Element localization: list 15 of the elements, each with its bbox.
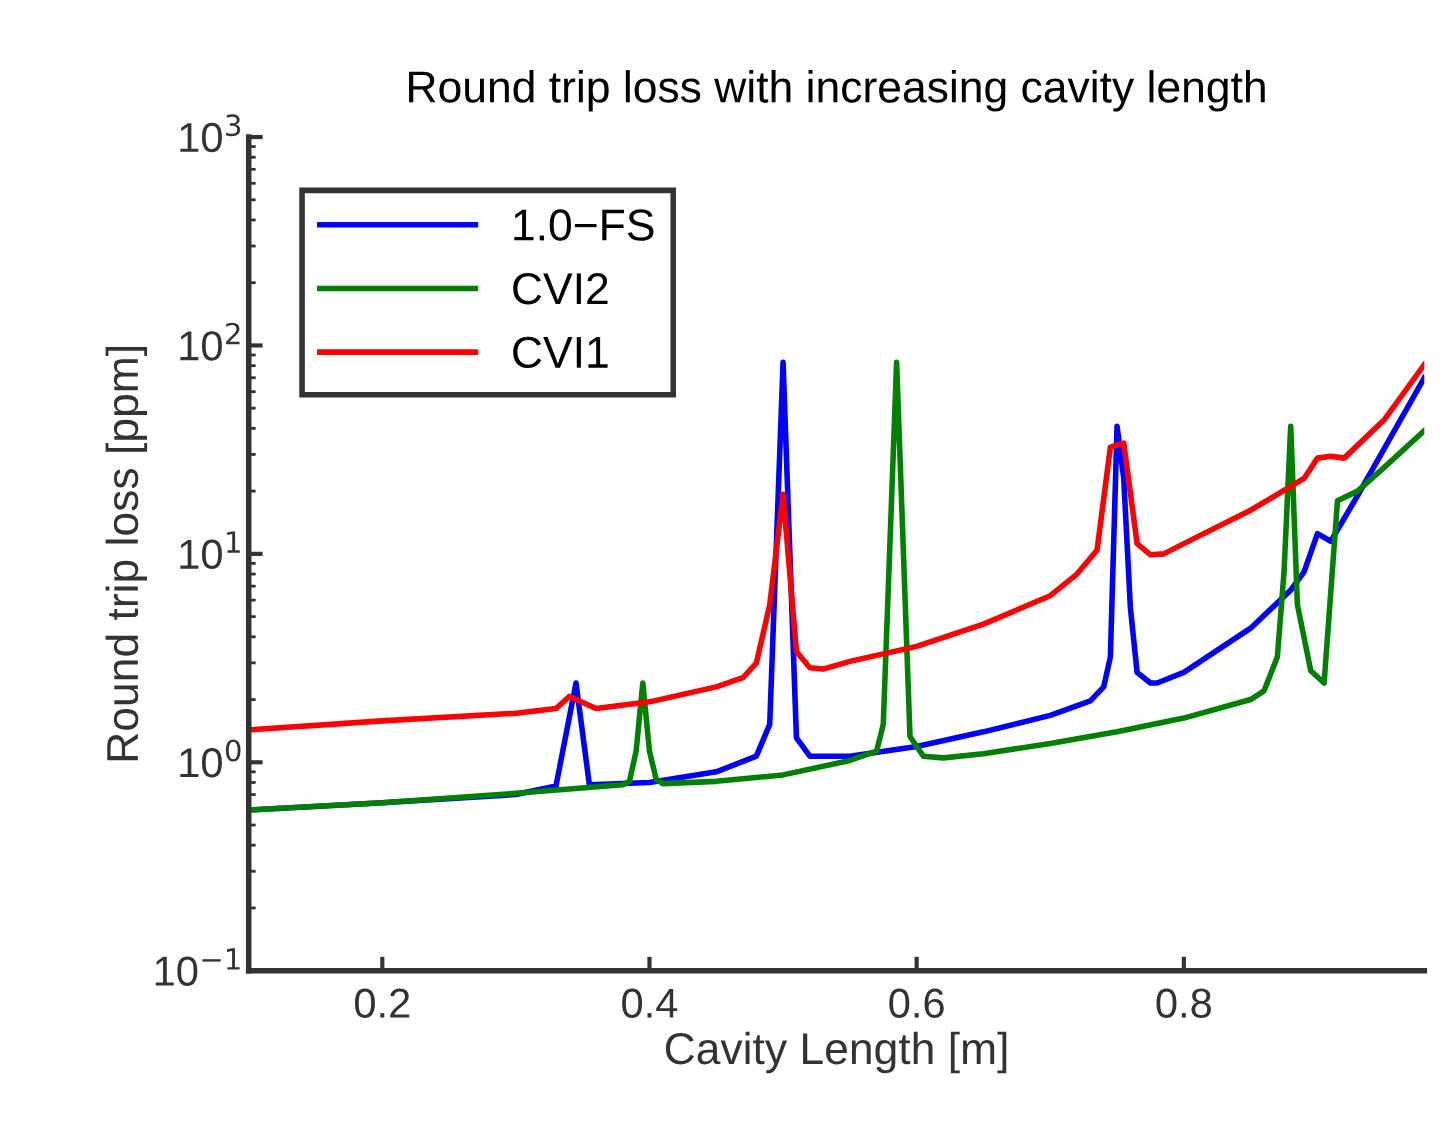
legend-label: 1.0−FS — [514, 209, 654, 241]
y-tick-label: 10$^{3}$ — [180, 114, 241, 153]
legend-label: CVI2 — [513, 272, 608, 305]
x-tick-label: 0.6 — [889, 988, 944, 1018]
x-tick-label: 0.8 — [1156, 988, 1211, 1018]
x-axis-title: Cavity Length [m] — [665, 1031, 1007, 1074]
y-axis-title: Round trip loss [ppm] — [105, 347, 148, 761]
y-tick-label: 10$^{1}$ — [180, 531, 240, 570]
legend-label: CVI1 — [513, 336, 608, 369]
y-tick-label: 10$^{−1}$ — [155, 948, 240, 986]
y-tick-label: 10$^{0}$ — [180, 739, 241, 778]
x-tick-label: 0.2 — [354, 988, 410, 1018]
chart-title: Round trip loss with increasing cavity length — [409, 70, 1265, 112]
x-tick-label: 0.4 — [622, 988, 678, 1018]
y-tick-label: 10$^{2}$ — [180, 322, 240, 361]
